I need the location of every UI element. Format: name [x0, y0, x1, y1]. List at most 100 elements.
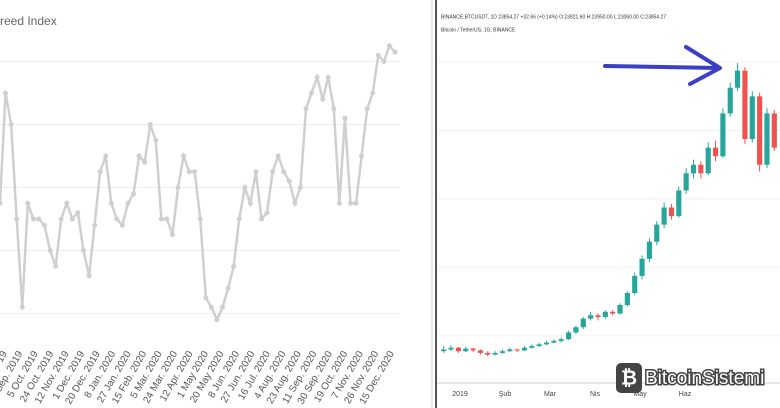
point	[270, 169, 276, 175]
point	[0, 200, 3, 206]
point	[297, 185, 303, 190]
point	[286, 178, 292, 184]
point	[236, 216, 242, 222]
point	[292, 200, 298, 206]
point	[220, 304, 226, 310]
point	[97, 169, 103, 175]
point	[331, 106, 337, 112]
candle-body	[551, 340, 557, 343]
point	[36, 216, 42, 222]
candle-body	[566, 332, 572, 340]
point	[242, 185, 248, 190]
watermark-text: BitcoinSistemi	[645, 368, 764, 389]
point	[392, 49, 398, 55]
candle-body	[499, 351, 506, 353]
point	[208, 304, 214, 310]
right-subtitle: BINANCE:BTCUSDT, 1D 23854.27 +32.66 (+0.…	[441, 14, 666, 20]
x-tick-label: Şub	[499, 391, 512, 398]
point	[381, 59, 387, 64]
candle-body	[580, 318, 586, 328]
point	[186, 169, 192, 175]
arrow-shaft	[603, 64, 720, 70]
point	[181, 153, 187, 159]
watermark-logo-symbol: ₿	[621, 367, 637, 389]
point	[342, 115, 348, 121]
point	[25, 200, 31, 206]
point	[64, 200, 70, 206]
candle-body	[698, 164, 704, 174]
candle-body	[588, 315, 594, 319]
point	[58, 216, 64, 222]
point	[164, 216, 170, 222]
candle-body	[771, 113, 777, 148]
left-title: reed Index	[0, 14, 57, 28]
point	[225, 285, 231, 291]
candle-body	[455, 347, 461, 352]
point	[30, 216, 36, 222]
point	[142, 159, 148, 165]
point	[103, 153, 109, 159]
point	[375, 52, 381, 58]
point	[258, 216, 264, 222]
point	[320, 96, 326, 102]
candle-body	[507, 349, 513, 352]
x-tick-label: Nis	[590, 391, 601, 398]
point	[3, 90, 9, 96]
candle-body	[727, 87, 733, 114]
candle-body	[448, 347, 454, 350]
point	[158, 216, 164, 222]
point	[92, 222, 98, 228]
candle-body	[690, 164, 697, 174]
point	[353, 200, 359, 206]
candle-body	[543, 342, 550, 345]
candle-body	[735, 70, 741, 88]
point	[247, 200, 253, 206]
point	[347, 200, 353, 206]
point	[19, 304, 25, 310]
point	[47, 248, 53, 253]
point	[231, 263, 237, 269]
point	[125, 200, 131, 206]
candle-body	[720, 113, 726, 157]
candle-body	[661, 207, 667, 225]
point	[114, 216, 120, 222]
candle-body	[470, 348, 476, 351]
candle-body	[463, 348, 469, 352]
x-tick-label: 2019	[452, 391, 468, 398]
candle-body	[573, 327, 579, 333]
candle-body	[521, 347, 528, 351]
right-title: Bitcoin / TetherUS, 1G, BINANCE	[441, 27, 516, 33]
candle-body	[749, 96, 755, 140]
candle-body	[529, 346, 535, 348]
candle-body	[536, 344, 542, 347]
point	[8, 122, 14, 127]
point	[80, 248, 86, 253]
candle-body	[558, 339, 564, 341]
point	[303, 106, 309, 112]
point	[14, 216, 20, 222]
point	[192, 169, 198, 175]
candle-body	[492, 352, 498, 355]
index-line	[0, 43, 396, 323]
candle-body	[705, 147, 711, 174]
candle-body	[712, 147, 719, 157]
arrow-head	[684, 45, 722, 86]
point	[153, 137, 159, 143]
point	[364, 106, 370, 112]
candle-body	[632, 275, 638, 294]
point	[175, 185, 181, 190]
x-tick-label: Haz	[679, 391, 692, 398]
right-chart: 2019 Şub Mar Nis May Haz	[437, 61, 780, 398]
point	[359, 153, 365, 159]
point	[314, 74, 320, 80]
candle-body	[477, 350, 483, 353]
point	[42, 222, 48, 228]
point	[108, 200, 114, 206]
candle-body	[624, 293, 630, 305]
point	[370, 90, 376, 96]
point	[169, 232, 175, 238]
x-tick-label: May	[633, 391, 647, 398]
point	[281, 169, 287, 175]
